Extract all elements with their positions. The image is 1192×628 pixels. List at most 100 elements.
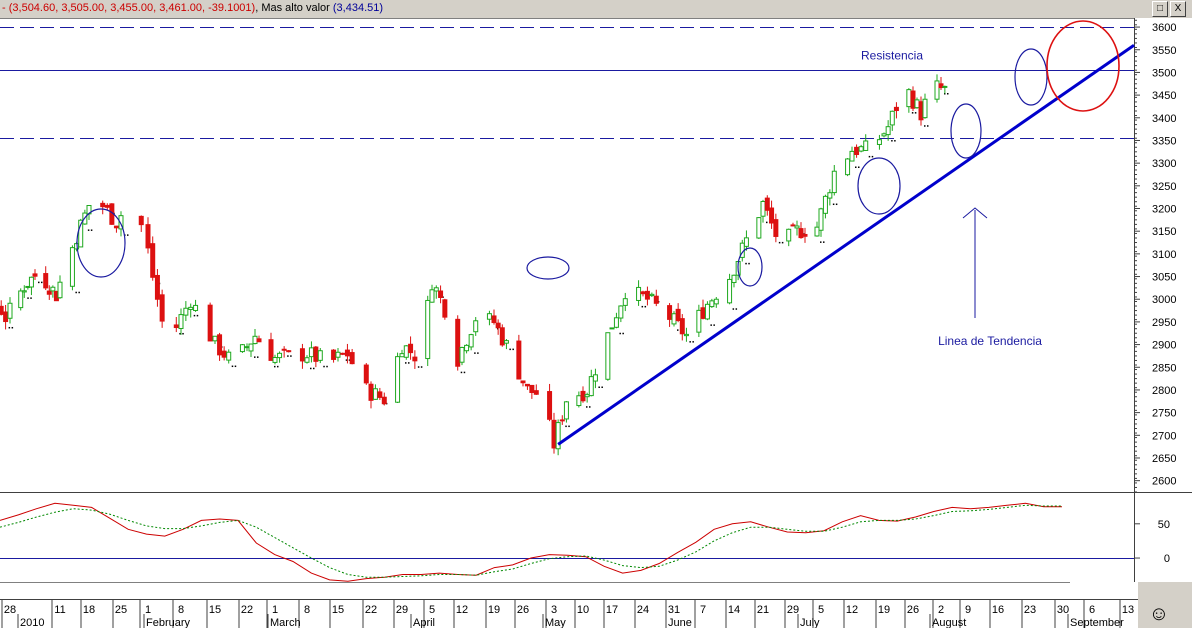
candle-up [743, 237, 749, 247]
date-tick-label: 26 [517, 604, 529, 616]
candle-down [764, 197, 770, 211]
candle-up [188, 306, 194, 310]
candle-up [584, 394, 590, 398]
candle-up [588, 376, 594, 397]
stop-marker [417, 366, 420, 368]
candle-down [516, 340, 522, 380]
candle-up [183, 307, 189, 316]
candle-down [100, 202, 106, 208]
price-tick-label: 2750 [1152, 408, 1176, 420]
stop-marker [871, 155, 874, 158]
price-tick-label: 2800 [1152, 385, 1176, 397]
candle-down [918, 101, 924, 121]
candle-down [491, 315, 497, 324]
candle-up [473, 320, 479, 333]
candle-down [412, 356, 418, 362]
stop-marker [405, 362, 407, 364]
osc-tick-label: 0 [1164, 553, 1170, 565]
date-tick-label: 22 [241, 604, 253, 616]
candle-up [831, 170, 837, 194]
candle-down [442, 299, 448, 318]
candle-down [524, 383, 530, 387]
smiley-icon[interactable]: ☺ [1148, 603, 1170, 625]
date-tick-label: 11 [54, 604, 65, 616]
stop-marker [924, 125, 926, 127]
candle-down [854, 146, 860, 155]
date-tick-label: 6 [1089, 604, 1095, 616]
candle-up [889, 110, 895, 126]
candle-down [221, 350, 227, 358]
target-circle [1046, 20, 1120, 112]
candle-up [464, 344, 470, 352]
candle-up [555, 422, 561, 450]
restore-button[interactable]: □ [1152, 1, 1168, 17]
candle-up [399, 353, 405, 358]
candle-up [609, 327, 615, 330]
stop-marker [855, 166, 857, 168]
date-tick-label: 19 [878, 604, 890, 616]
candle-up [118, 215, 124, 230]
stop-marker [27, 297, 29, 299]
date-tick-label: 24 [637, 604, 649, 616]
stop-marker [8, 326, 11, 329]
candle-down [207, 304, 213, 342]
stop-marker [565, 425, 567, 428]
stop-marker [589, 406, 591, 408]
candle-down [547, 391, 553, 420]
candle-down [679, 318, 685, 335]
stop-marker [832, 203, 835, 206]
candle-up [649, 293, 655, 297]
candle-up [244, 346, 250, 349]
stop-marker [601, 386, 603, 388]
stop-marker [766, 221, 768, 224]
date-tick-label: 1 [272, 604, 278, 616]
date-tick-label: 25 [115, 604, 127, 616]
month-label: June [668, 617, 692, 628]
candle-down [640, 291, 646, 295]
stop-marker [868, 155, 871, 158]
candle-down [349, 352, 355, 365]
price-tick-label: 3000 [1152, 294, 1176, 306]
candle-up [212, 335, 218, 342]
stop-marker [326, 365, 328, 368]
candle-down [381, 396, 387, 405]
candle-up [849, 150, 855, 162]
candle-up [814, 226, 820, 237]
candle-up [468, 334, 474, 348]
highlight-circle-5 [1014, 48, 1048, 106]
candle-down [769, 207, 775, 224]
candle-down [893, 106, 899, 112]
corner-panel [1138, 582, 1192, 628]
stop-marker [348, 359, 351, 361]
candle-down [559, 419, 565, 422]
highlight-circle-3 [857, 157, 901, 215]
price-tick-label: 3250 [1152, 181, 1176, 193]
close-button[interactable]: X [1170, 1, 1186, 17]
stop-marker [196, 314, 199, 317]
candle-up [876, 139, 882, 145]
candle-up [21, 290, 27, 293]
stop-marker [619, 332, 621, 335]
candle-down [368, 383, 374, 401]
candle-up [433, 287, 439, 292]
date-tick-label: 14 [728, 604, 740, 616]
stop-marker [193, 314, 196, 317]
stop-marker [408, 362, 410, 364]
candle-up [786, 228, 792, 242]
stop-marker [944, 92, 946, 95]
date-tick-label: 5 [818, 604, 824, 616]
candle-up [934, 80, 940, 100]
price-tick-label: 2700 [1152, 430, 1176, 442]
osc-tick-label: 50 [1158, 519, 1170, 531]
stop-marker [586, 406, 588, 408]
candle-down [138, 215, 144, 226]
stop-marker [509, 348, 511, 351]
candle-down [675, 308, 681, 321]
candle-down [331, 349, 337, 360]
price-tick-label: 2950 [1152, 317, 1176, 329]
month-label: May [545, 617, 566, 628]
candle-up [636, 286, 642, 301]
candle-up [252, 335, 258, 345]
candle-down [938, 83, 944, 89]
stop-marker [323, 365, 325, 368]
